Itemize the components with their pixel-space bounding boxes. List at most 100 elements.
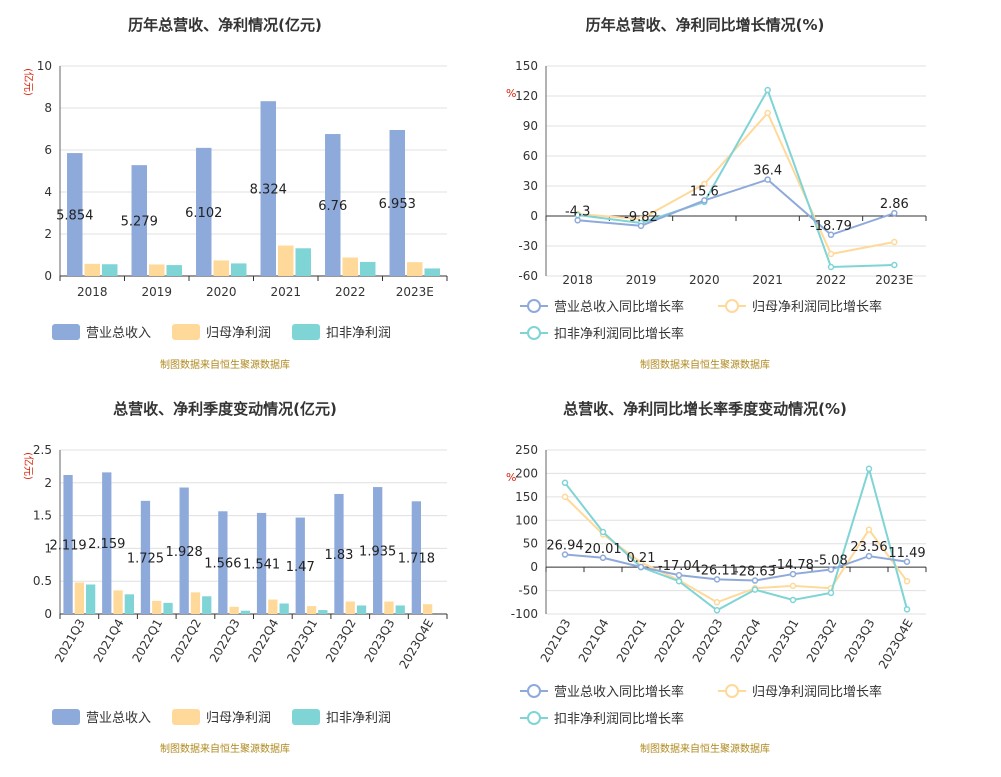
point-1 — [827, 566, 835, 573]
series-line-3 — [577, 87, 895, 269]
data-label: 6.102 — [185, 206, 222, 221]
y-tick-label: 60 — [523, 149, 538, 163]
x-tick-label: 2022Q4 — [246, 617, 282, 665]
x-tick-label: 2023Q2 — [804, 617, 840, 665]
x-tick-label: 2019 — [626, 273, 657, 287]
series-line-3 — [564, 465, 908, 612]
bar-1 — [389, 129, 406, 276]
y-tick-label: -100 — [511, 607, 538, 621]
y-tick-label: 0 — [530, 560, 538, 574]
legend: 营业总收入 归母净利润 扣非净利润 — [52, 709, 391, 726]
chart-title: 历年总营收、净利同比增长情况(%) — [586, 16, 825, 34]
y-tick-label: 2.5 — [33, 443, 52, 457]
chart-title: 历年总营收、净利情况(亿元) — [128, 16, 322, 34]
legend-marker-3 — [527, 711, 541, 725]
chart-panel-2: 历年总营收、净利同比增长情况(%) -60 -30 0 30 60 90 120 150% 201… — [506, 16, 927, 371]
point-2 — [561, 493, 569, 501]
data-label: -18.79 — [810, 219, 852, 234]
x-tick-label: 2022Q1 — [614, 617, 650, 665]
bar-3 — [424, 268, 440, 276]
legend-swatch-2 — [172, 324, 200, 340]
bar-3 — [124, 594, 134, 614]
bar-3 — [279, 603, 289, 614]
x-tick-label: 2023Q1 — [284, 617, 320, 665]
data-label: 1.928 — [166, 545, 203, 560]
legend-label: 营业总收入同比增长率 — [554, 299, 684, 315]
legend-label: 扣非净利润 — [326, 711, 391, 726]
y-tick-label: 30 — [523, 179, 538, 193]
legend-marker-1 — [527, 684, 541, 698]
bar-1 — [373, 487, 383, 614]
legend-label: 扣非净利润同比增长率 — [554, 711, 684, 727]
legend-swatch-2 — [172, 709, 200, 725]
x-tick-label: 2018 — [77, 285, 108, 299]
x-tick-label: 2022Q3 — [690, 617, 726, 665]
point-2 — [789, 582, 797, 590]
data-label: 6.76 — [318, 199, 347, 214]
bar-1 — [325, 134, 341, 276]
y-axis-unit: % — [506, 87, 516, 100]
y-axis-unit: (亿元) — [22, 452, 35, 480]
data-label: -9.82 — [624, 210, 658, 225]
legend-label: 归母净利润同比增长率 — [752, 684, 882, 700]
y-tick-label: 0 — [44, 607, 52, 621]
bar-1 — [256, 512, 267, 614]
legend-marker-2 — [725, 684, 739, 698]
legend-label: 营业总收入 — [86, 326, 151, 341]
legend-swatch-1 — [52, 709, 80, 725]
y-tick-label: 2 — [44, 476, 52, 490]
x-tick-label: 2022Q2 — [652, 617, 688, 665]
legend: 营业总收入 归母净利润 扣非净利润 — [52, 324, 391, 341]
series-line-1 — [577, 178, 895, 236]
point-1 — [561, 551, 569, 558]
y-tick-label: 90 — [523, 119, 538, 133]
point-2 — [903, 577, 911, 585]
data-label: 2.86 — [880, 197, 909, 212]
chart-panel-1: 历年总营收、净利情况(亿元) 0 2 4 6 8 10(亿元) 2018 2019 2020 202… — [22, 16, 448, 371]
bar-1 — [63, 474, 73, 614]
data-label: 5.854 — [56, 209, 93, 224]
bar-1 — [140, 500, 151, 614]
data-label: -17.04 — [658, 559, 700, 574]
data-label: 6.953 — [379, 197, 416, 212]
legend-marker-1 — [527, 299, 541, 313]
point-3 — [675, 577, 683, 585]
bar-3 — [163, 602, 173, 614]
series-line-1 — [564, 553, 908, 582]
data-label: 1.718 — [398, 552, 435, 567]
data-label: 15.6 — [690, 184, 719, 199]
source-note: 制图数据来自恒生聚源数据库 — [160, 358, 290, 371]
data-label: 1.541 — [243, 557, 280, 572]
data-label: 23.56 — [850, 540, 887, 555]
x-tick-label: 2023Q3 — [842, 617, 878, 665]
data-label: 1.935 — [359, 545, 396, 560]
source-note: 制图数据来自恒生聚源数据库 — [640, 742, 770, 755]
chart-title: 总营收、净利季度变动情况(亿元) — [113, 400, 337, 418]
chart-panel-3: 总营收、净利季度变动情况(亿元)00.511.522.5(亿元)2021Q3 20… — [22, 400, 448, 755]
y-tick-label: 1 — [44, 541, 52, 555]
data-label: 8.324 — [250, 183, 287, 198]
y-tick-label: 250 — [515, 443, 538, 457]
point-1 — [751, 577, 759, 584]
bar-2 — [149, 264, 165, 276]
bar-1 — [334, 493, 344, 614]
x-tick-label: 2020 — [689, 273, 720, 287]
point-1 — [764, 176, 771, 183]
point-3 — [903, 606, 911, 613]
bar-3 — [85, 584, 96, 614]
bar-1 — [411, 501, 422, 614]
y-tick-label: 10 — [37, 59, 52, 73]
point-2 — [827, 250, 835, 258]
y-tick-label: 0 — [530, 209, 538, 223]
chart-panel-4: 总营收、净利同比增长率季度变动情况(%) -100 -50 0 50 100 150 200 2… — [506, 400, 927, 755]
point-2 — [764, 109, 771, 117]
bar-2 — [423, 604, 433, 614]
y-tick-label: 100 — [515, 513, 538, 527]
point-3 — [827, 263, 835, 271]
legend-label: 营业总收入 — [86, 711, 151, 726]
data-label: -14.78 — [772, 558, 814, 573]
bar-2 — [113, 590, 123, 614]
bar-3 — [318, 610, 328, 614]
bar-1 — [67, 153, 83, 276]
